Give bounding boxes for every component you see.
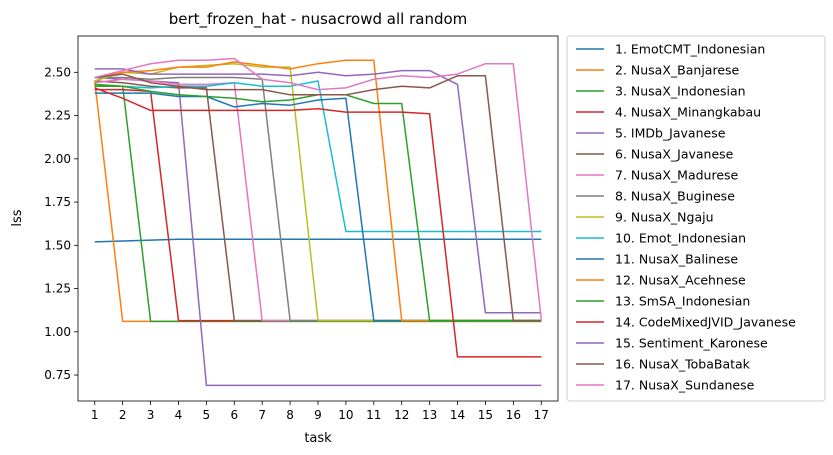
legend-label-15: 15. Sentiment_Karonese bbox=[615, 336, 768, 351]
legend-label-7: 7. NusaX_Madurese bbox=[615, 168, 739, 183]
x-tick-label: 7 bbox=[258, 408, 266, 422]
legend-label-13: 13. SmSA_Indonesian bbox=[615, 294, 750, 309]
series-line-5 bbox=[94, 76, 542, 387]
x-axis-label: task bbox=[304, 431, 332, 446]
x-tick-label: 3 bbox=[147, 408, 155, 422]
x-tick-label: 2 bbox=[119, 408, 127, 422]
plot-lines bbox=[93, 57, 543, 387]
x-axis-ticks: 1 2 3 4 5 6 7 8 9 10 11 12 13 14 15 16 17 bbox=[91, 401, 549, 422]
legend-label-4: 4. NusaX_Minangkabau bbox=[615, 105, 761, 120]
y-tick-label: 1.75 bbox=[44, 195, 71, 209]
legend-label-16: 16. NusaX_TobaBatak bbox=[615, 357, 751, 372]
legend-label-8: 8. NusaX_Buginese bbox=[615, 189, 735, 204]
legend-label-17: 17. NusaX_Sundanese bbox=[615, 378, 755, 393]
legend-label-6: 6. NusaX_Javanese bbox=[615, 147, 734, 162]
y-tick-label: 2.50 bbox=[44, 65, 71, 79]
legend-label-1: 1. EmotCMT_Indonesian bbox=[615, 42, 765, 57]
legend-label-14: 14. CodeMixedJVID_Javanese bbox=[615, 315, 796, 330]
x-tick-label: 13 bbox=[422, 408, 437, 422]
x-tick-label: 6 bbox=[230, 408, 238, 422]
legend-label-2: 2. NusaX_Banjarese bbox=[615, 63, 740, 78]
series-line-10 bbox=[94, 80, 542, 233]
y-tick-label: 1.50 bbox=[44, 238, 71, 252]
y-tick-label: 2.00 bbox=[44, 152, 71, 166]
y-axis-label: lss bbox=[10, 209, 25, 226]
legend-label-9: 9. NusaX_Ngaju bbox=[615, 210, 714, 225]
chart-title: bert_frozen_hat - nusacrowd all random bbox=[169, 10, 468, 29]
legend-label-10: 10. Emot_Indonesian bbox=[615, 231, 746, 246]
x-tick-label: 15 bbox=[478, 408, 493, 422]
x-tick-label: 4 bbox=[175, 408, 183, 422]
x-tick-label: 12 bbox=[394, 408, 409, 422]
series-line-15 bbox=[94, 68, 542, 314]
x-tick-label: 8 bbox=[286, 408, 294, 422]
legend-label-11: 11. NusaX_Balinese bbox=[615, 252, 738, 267]
legend-label-5: 5. IMDb_Javanese bbox=[615, 126, 726, 141]
x-tick-label: 5 bbox=[203, 408, 211, 422]
series-line-16 bbox=[94, 73, 542, 322]
legend-label-12: 12. NusaX_Acehnese bbox=[615, 273, 746, 288]
y-tick-label: 1.00 bbox=[44, 325, 71, 339]
series-line-3 bbox=[94, 83, 542, 323]
x-tick-label: 10 bbox=[338, 408, 353, 422]
x-tick-label: 17 bbox=[534, 408, 549, 422]
legend: 1. EmotCMT_Indonesian 2. NusaX_Banjarese 3… bbox=[566, 35, 826, 402]
y-tick-label: 0.75 bbox=[44, 368, 71, 382]
legend-frame bbox=[566, 35, 826, 402]
y-tick-label: 2.25 bbox=[44, 109, 71, 123]
legend-label-3: 3. NusaX_Indonesian bbox=[615, 84, 746, 99]
y-axis-ticks: 0.75 1.00 1.25 1.50 1.75 2.00 2.25 2.50 bbox=[44, 65, 78, 382]
x-tick-label: 11 bbox=[366, 408, 381, 422]
x-tick-label: 16 bbox=[506, 408, 521, 422]
x-tick-label: 1 bbox=[91, 408, 99, 422]
x-tick-label: 9 bbox=[314, 408, 322, 422]
series-line-17 bbox=[94, 57, 543, 320]
legend-items: 1. EmotCMT_Indonesian 2. NusaX_Banjarese 3… bbox=[576, 42, 796, 393]
series-line-14 bbox=[94, 87, 542, 358]
x-tick-label: 14 bbox=[450, 408, 465, 422]
y-tick-label: 1.25 bbox=[44, 282, 71, 296]
